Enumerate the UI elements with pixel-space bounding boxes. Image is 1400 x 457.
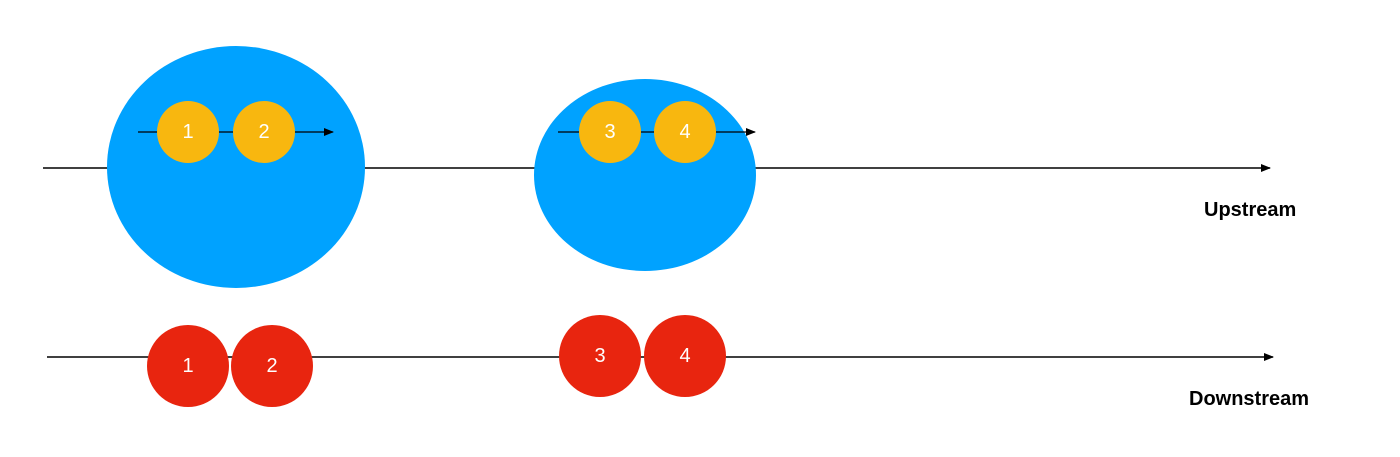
upstream-label: Upstream bbox=[1204, 199, 1297, 221]
upstream-item-label: 1 bbox=[182, 121, 193, 143]
window-circle bbox=[534, 79, 756, 271]
downstream-item-label: 1 bbox=[182, 355, 193, 377]
upstream-window-2: 3 4 bbox=[534, 79, 756, 271]
upstream-item-label: 3 bbox=[604, 121, 615, 143]
downstream-item: 2 bbox=[231, 325, 313, 407]
upstream-item-label: 2 bbox=[258, 121, 269, 143]
upstream-item: 3 bbox=[579, 101, 641, 163]
downstream-item: 3 bbox=[559, 315, 641, 397]
downstream-item-label: 3 bbox=[594, 345, 605, 367]
downstream-item-label: 2 bbox=[266, 355, 277, 377]
downstream-item: 1 bbox=[147, 325, 229, 407]
upstream-item: 2 bbox=[233, 101, 295, 163]
downstream-item: 4 bbox=[644, 315, 726, 397]
upstream-item: 1 bbox=[157, 101, 219, 163]
downstream-label: Downstream bbox=[1189, 388, 1310, 410]
upstream-item: 4 bbox=[654, 101, 716, 163]
upstream-item-label: 4 bbox=[679, 121, 690, 143]
upstream-window-1: 1 2 bbox=[107, 46, 365, 288]
downstream-item-label: 4 bbox=[679, 345, 690, 367]
window-circle bbox=[107, 46, 365, 288]
